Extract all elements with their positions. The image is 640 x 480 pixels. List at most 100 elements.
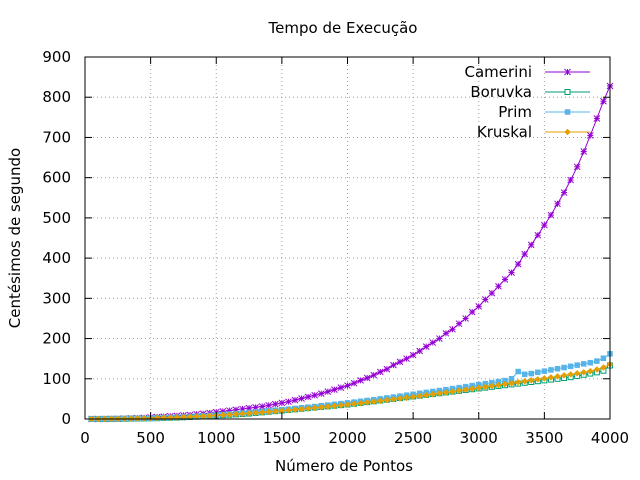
data-point-kruskal [462,386,469,394]
data-point-kruskal [304,405,312,412]
data-point-kruskal [258,408,266,416]
data-point-prim [587,359,594,366]
data-point-kruskal [468,385,476,393]
x-axis-label: Número de Pontos [275,457,413,475]
data-point-prim [574,362,580,368]
x-tick-label: 500 [136,429,165,447]
data-point-camerini [462,315,469,322]
data-point-kruskal [245,409,253,417]
data-point-prim [515,368,521,375]
data-point-kruskal [363,399,371,406]
data-point-camerini [449,325,456,333]
data-point-camerini [311,391,319,399]
data-point-prim [594,358,600,364]
data-point-kruskal [573,369,581,377]
y-tick-label: 300 [42,289,71,307]
data-point-camerini [600,97,607,105]
data-point-prim [528,370,534,377]
data-point-kruskal [298,405,305,413]
data-point-kruskal [396,395,404,402]
legend-label-camerini: Camerini [464,63,532,81]
y-tick-label: 900 [42,48,71,66]
data-point-kruskal [357,399,364,407]
data-point-camerini [376,368,384,376]
data-point-kruskal [514,378,522,386]
data-point-camerini [409,351,417,359]
data-point-kruskal [291,406,299,414]
series-line-camerini [91,85,611,420]
data-point-camerini [390,361,397,369]
series-camerini [88,82,614,423]
data-point-camerini [586,132,594,139]
data-point-camerini [488,289,496,297]
data-point-kruskal [317,403,325,411]
legend-label-kruskal: Kruskal [477,123,532,141]
data-point-kruskal [140,415,148,422]
y-tick-label: 400 [42,249,71,267]
data-point-kruskal [219,411,227,419]
data-point-kruskal [383,396,391,404]
data-point-prim [567,363,574,370]
data-point-camerini [298,395,305,402]
legend-entry-prim: Prim [498,103,590,121]
data-point-kruskal [422,391,430,399]
data-point-camerini [350,379,358,387]
data-point-camerini [455,320,463,328]
data-point-camerini [304,393,312,401]
chart-title: Tempo de Execução [268,19,418,37]
data-point-camerini [567,176,574,184]
grid [85,57,610,419]
x-tick-label: 1500 [263,429,301,447]
data-point-kruskal [409,393,417,401]
data-point-camerini [514,260,522,268]
data-point-kruskal [403,394,410,402]
data-point-camerini [580,148,588,155]
data-point-camerini [534,231,542,239]
legend: Camerini Boruvka Prim Kruskal [464,63,590,141]
data-point-kruskal [567,370,574,378]
legend-label-boruvka: Boruvka [470,83,532,101]
data-point-kruskal [580,368,588,376]
legend-entry-camerini: Camerini [464,63,590,81]
x-tick-label: 1000 [197,429,235,447]
data-point-camerini [258,403,266,410]
data-point-camerini [285,398,292,406]
y-tick-label: 800 [42,88,71,106]
data-point-kruskal [239,410,246,418]
legend-label-prim: Prim [498,103,532,121]
data-point-camerini [324,388,332,396]
x-tick-label: 3500 [525,429,563,447]
data-point-kruskal [429,390,437,398]
data-point-camerini [436,335,443,342]
data-point-camerini [383,365,391,373]
data-point-camerini [337,384,345,391]
data-point-kruskal [376,397,384,405]
data-point-camerini [317,390,325,398]
data-point-kruskal [344,401,351,408]
data-point-camerini [357,377,364,384]
legend-marker-kruskal [564,128,571,136]
data-point-kruskal [311,404,319,412]
data-point-kruskal [481,383,489,391]
data-point-kruskal [436,389,443,397]
axis-ticks: 0 100 200 300 400 500 600 700 800 900 0 500 1000 1500… [42,48,629,447]
data-point-kruskal [455,387,463,394]
legend-entry-kruskal: Kruskal [477,123,590,141]
data-point-kruskal [521,377,529,385]
data-point-kruskal [324,403,332,410]
legend-marker-prim [564,109,571,115]
data-point-kruskal [488,382,496,390]
data-point-kruskal [495,381,502,389]
data-point-camerini [593,115,601,122]
data-point-kruskal [416,392,424,400]
x-tick-label: 2500 [394,429,432,447]
data-point-camerini [265,401,273,409]
data-point-kruskal [186,413,194,421]
x-tick-label: 0 [80,429,90,447]
data-point-camerini [521,250,529,258]
data-point-kruskal [560,372,568,379]
data-point-camerini [547,211,555,219]
data-point-kruskal [337,401,345,409]
data-point-kruskal [232,410,240,418]
